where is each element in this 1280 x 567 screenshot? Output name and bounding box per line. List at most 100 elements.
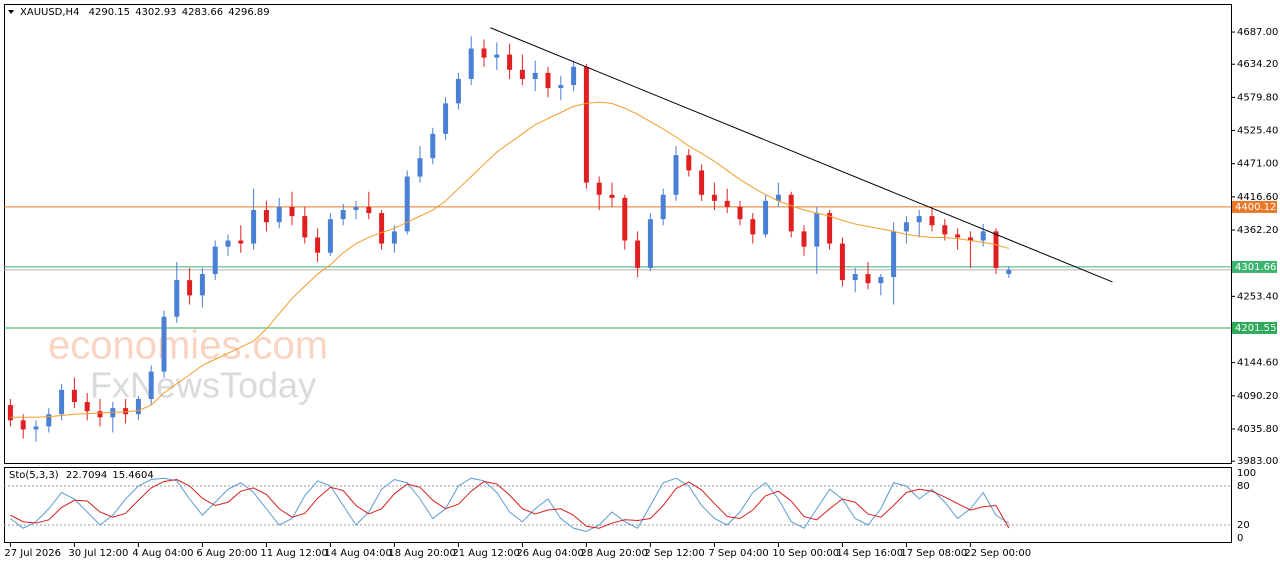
candle-body <box>775 194 781 201</box>
x-tick-label: 27 Jul 2026 <box>4 548 61 559</box>
y-tick-label: 100 <box>1237 468 1256 479</box>
watermark: economies.com <box>48 324 328 368</box>
stochastic-header: Sto(5,3,3) 22.7094 15.4604 <box>9 470 154 481</box>
candle-body <box>225 240 231 247</box>
y-tick-label: 4253.40 <box>1237 291 1278 302</box>
candle-body <box>327 219 333 253</box>
y-tick-label: 4090.20 <box>1237 391 1278 402</box>
candle-body <box>878 277 884 284</box>
candle-body <box>801 231 807 247</box>
candle-body <box>647 219 653 268</box>
candle-body <box>148 371 154 399</box>
candle-body <box>391 231 397 244</box>
dropdown-arrow[interactable] <box>8 10 14 14</box>
level-label-box <box>1232 200 1277 213</box>
candle-body <box>199 274 205 296</box>
candle-body <box>558 85 564 89</box>
y-tick-label: 20 <box>1237 520 1250 531</box>
candle-body <box>59 389 65 415</box>
candle-body <box>276 206 282 223</box>
candle-body <box>763 200 769 235</box>
x-tick-label: 6 Aug 20:00 <box>196 548 257 559</box>
candle-body <box>468 48 474 79</box>
y-tick-label: 4634.20 <box>1237 59 1278 70</box>
candle-body <box>827 213 833 244</box>
level-label: 4400.12 <box>1235 202 1276 213</box>
candle-body <box>263 210 269 223</box>
candle-body <box>635 240 641 268</box>
candle-body <box>443 103 449 134</box>
y-tick-label: 3983.00 <box>1237 456 1278 467</box>
candle-body <box>942 225 948 235</box>
candle-body <box>980 231 986 241</box>
candle-body <box>494 54 500 58</box>
x-tick-label: 14 Aug 04:00 <box>324 548 391 559</box>
x-tick-label: 21 Aug 12:00 <box>452 548 519 559</box>
candle-body <box>123 408 129 415</box>
y-tick-label: 4035.80 <box>1237 424 1278 435</box>
candle-body <box>865 274 871 284</box>
y-tick-label: 4416.60 <box>1237 192 1278 203</box>
close: 4296.89 <box>228 7 269 18</box>
stochastic-line <box>10 478 1010 529</box>
candle-body <box>660 194 666 220</box>
price-panel <box>4 4 1232 464</box>
candle-body <box>174 280 180 317</box>
candle-body <box>596 182 602 195</box>
candle-body <box>507 54 513 70</box>
candle-body <box>97 411 103 418</box>
trendline <box>490 27 1113 283</box>
candle-body <box>289 206 295 217</box>
candle-body <box>993 231 999 268</box>
candle-body <box>379 213 385 244</box>
x-tick-label: 30 Jul 12:00 <box>68 548 128 559</box>
low: 4283.66 <box>182 7 223 18</box>
candle-body <box>750 219 756 235</box>
candle-body <box>135 398 141 415</box>
high: 4302.93 <box>135 7 176 18</box>
symbol: XAUUSD,H4 <box>20 7 79 18</box>
candle-body <box>686 155 692 171</box>
candle-body <box>724 200 730 207</box>
candle-body <box>852 274 858 281</box>
candle-body <box>622 197 628 241</box>
candle-body <box>46 414 52 427</box>
candle-body <box>891 231 897 278</box>
x-tick-label: 10 Sep 00:00 <box>772 548 839 559</box>
candle-body <box>814 213 820 247</box>
stochastic-signal: 15.4604 <box>112 470 153 481</box>
candle-body <box>929 216 935 226</box>
stochastic-main: 22.7094 <box>66 470 107 481</box>
candle-body <box>699 170 705 195</box>
y-tick-label: 4144.60 <box>1237 358 1278 369</box>
candle-body <box>20 420 26 430</box>
candle-body <box>455 78 461 104</box>
x-tick-label: 2 Sep 12:00 <box>644 548 704 559</box>
candle-body <box>955 234 961 238</box>
y-tick-label: 4471.00 <box>1237 159 1278 170</box>
y-tick-label: 4362.20 <box>1237 225 1278 236</box>
candle-body <box>481 48 487 58</box>
candle-body <box>251 210 257 244</box>
candle-body <box>967 237 973 241</box>
y-tick-label: 4525.40 <box>1237 126 1278 137</box>
candle-body <box>212 246 218 275</box>
level-label-box <box>1232 260 1277 273</box>
candle-body <box>417 158 423 177</box>
level-label: 4301.66 <box>1235 262 1276 273</box>
candle-body <box>737 206 743 220</box>
header: XAUUSD,H4 4290.15 4302.93 4283.66 4296.8… <box>20 7 270 18</box>
candle-body <box>161 316 167 372</box>
candle-body <box>238 240 244 244</box>
candle-body <box>302 216 308 238</box>
candle-body <box>519 69 525 79</box>
candle-body <box>571 66 577 86</box>
candle-body <box>711 194 717 201</box>
candle-body <box>187 280 193 296</box>
stochastic-panel <box>4 467 1232 543</box>
stochastic-title: Sto(5,3,3) <box>9 470 59 481</box>
y-tick-label: 0 <box>1237 533 1243 544</box>
x-tick-label: 22 Sep 00:00 <box>964 548 1031 559</box>
candle-body <box>71 389 77 403</box>
candle-body <box>1006 269 1012 274</box>
